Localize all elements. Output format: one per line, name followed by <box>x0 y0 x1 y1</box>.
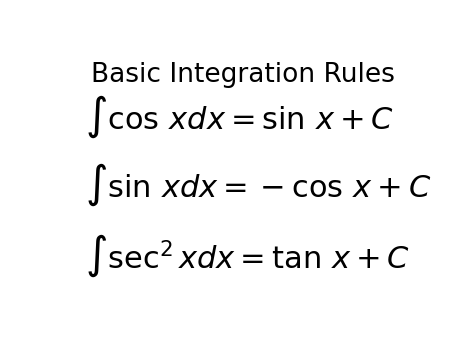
Text: $\int \cos\, xdx = \sin\, x + C$: $\int \cos\, xdx = \sin\, x + C$ <box>85 93 394 140</box>
Text: $\int \sin\, xdx = -\cos\, x + C$: $\int \sin\, xdx = -\cos\, x + C$ <box>85 162 431 208</box>
Text: Basic Integration Rules: Basic Integration Rules <box>91 62 395 88</box>
Text: $\int \sec^2 xdx = \tan\, x + C$: $\int \sec^2 xdx = \tan\, x + C$ <box>85 233 410 279</box>
